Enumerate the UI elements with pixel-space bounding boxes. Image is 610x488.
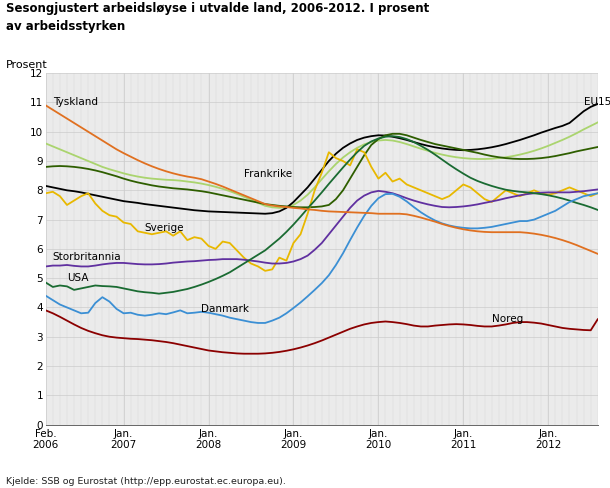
Text: USA: USA bbox=[67, 273, 88, 284]
Text: Kjelde: SSB og Eurostat (http://epp.eurostat.ec.europa.eu).: Kjelde: SSB og Eurostat (http://epp.euro… bbox=[6, 477, 286, 486]
Text: Prosent: Prosent bbox=[6, 60, 48, 69]
Text: Frankrike: Frankrike bbox=[244, 169, 292, 179]
Text: Storbritannia: Storbritannia bbox=[53, 252, 121, 262]
Text: Sverige: Sverige bbox=[145, 223, 184, 233]
Text: EU15: EU15 bbox=[584, 97, 610, 107]
Text: Sesongjustert arbeidsløyse i utvalde land, 2006-2012. I prosent: Sesongjustert arbeidsløyse i utvalde lan… bbox=[6, 2, 429, 16]
Text: Tyskland: Tyskland bbox=[53, 97, 98, 107]
Text: Danmark: Danmark bbox=[201, 304, 249, 314]
Text: av arbeidsstyrken: av arbeidsstyrken bbox=[6, 20, 125, 34]
Text: Noreg: Noreg bbox=[492, 314, 523, 324]
